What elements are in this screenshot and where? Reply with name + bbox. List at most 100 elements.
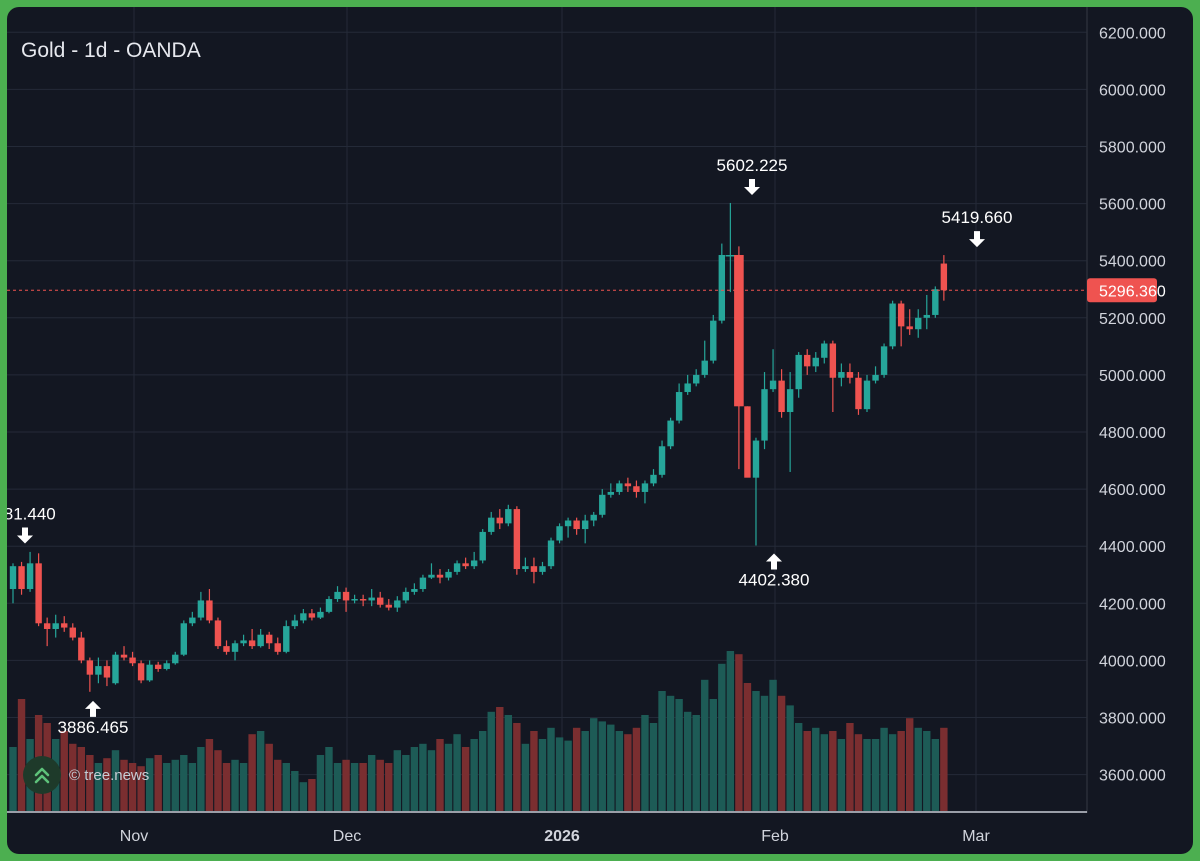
volume-bar xyxy=(274,759,282,811)
candle-body xyxy=(206,600,213,621)
volume-bar xyxy=(282,763,290,811)
volume-bar xyxy=(479,731,487,811)
volume-bar xyxy=(120,759,128,811)
candle-body xyxy=(120,654,128,658)
candle-body xyxy=(197,600,205,618)
candle-body xyxy=(154,664,162,669)
candlestick-chart[interactable]: 6200.000 6000.000 5800.000 5600.000 5400.000… xyxy=(7,7,1193,854)
candle-body xyxy=(513,509,521,570)
candle-body xyxy=(129,657,136,664)
volume-bar xyxy=(137,766,145,811)
volume-bar xyxy=(86,755,94,811)
candle-body xyxy=(641,483,649,492)
candle-body xyxy=(710,320,717,361)
candle-body xyxy=(675,392,683,421)
volume-bar xyxy=(77,747,86,811)
candle-body xyxy=(633,486,640,492)
volume-bar xyxy=(9,747,17,811)
volume-bar xyxy=(171,759,179,811)
volume-bar xyxy=(410,747,419,811)
volume-bar xyxy=(786,705,794,811)
volume-bar xyxy=(906,718,914,811)
candle-body xyxy=(725,254,736,257)
volume-bar xyxy=(248,734,256,811)
candle-body xyxy=(599,494,606,515)
candle-body xyxy=(564,520,572,527)
candle-body xyxy=(385,604,392,608)
time-tick-label: Feb xyxy=(761,828,789,845)
volume-bar xyxy=(461,747,470,811)
volume-bar xyxy=(504,715,513,811)
volume-bar xyxy=(342,759,350,811)
candle-body xyxy=(180,623,187,655)
volume-bar xyxy=(308,779,316,811)
time-tick-label: Mar xyxy=(962,828,990,845)
candle-body xyxy=(52,623,59,629)
volume-bar xyxy=(820,734,828,811)
volume-bar xyxy=(256,731,265,811)
double-chevron-up-icon xyxy=(23,756,61,794)
volume-bar xyxy=(897,731,905,811)
candle-body xyxy=(69,627,76,638)
candle-body xyxy=(43,623,51,629)
price-tick-label: 5200.000 xyxy=(1099,311,1166,328)
candle-body xyxy=(411,589,418,592)
volume-bar xyxy=(188,763,197,811)
volume-bar xyxy=(94,763,103,811)
volume-bar xyxy=(538,739,547,811)
candle-body xyxy=(470,560,478,567)
price-tick-label: 5600.000 xyxy=(1099,197,1166,214)
candle-body xyxy=(889,303,896,347)
volume-bar xyxy=(794,723,803,811)
volume-bar xyxy=(692,715,700,811)
volume-bar xyxy=(914,727,922,811)
annotation-label: 5419.660 xyxy=(942,208,1013,227)
price-tick-label: 5400.000 xyxy=(1099,254,1166,271)
candle-body xyxy=(906,326,913,330)
volume-bar xyxy=(615,731,624,811)
candle-body xyxy=(146,664,153,681)
candle-body xyxy=(189,617,196,624)
candle-body xyxy=(334,591,341,600)
candle-body xyxy=(453,563,461,572)
volume-bar xyxy=(163,763,171,811)
candle-body xyxy=(359,599,367,601)
candle-body xyxy=(769,380,777,390)
volume-bar xyxy=(453,734,461,811)
volume-bar xyxy=(530,731,538,811)
volume-bar xyxy=(197,747,205,811)
volume-bar xyxy=(649,723,658,811)
candle-body xyxy=(616,483,623,492)
time-tick-label: 2026 xyxy=(544,828,580,845)
volume-bar xyxy=(555,737,564,811)
candle-body xyxy=(821,343,828,358)
volume-bar xyxy=(854,734,863,811)
candle-body xyxy=(317,611,324,618)
candle-body xyxy=(462,563,469,567)
volume-bar xyxy=(641,715,649,811)
annotation-label: 5602.225 xyxy=(717,156,788,175)
candle-body xyxy=(829,343,837,378)
volume-bar xyxy=(376,759,384,811)
volume-bar xyxy=(666,695,675,811)
candle-body xyxy=(351,599,358,601)
candle-body xyxy=(9,566,17,590)
candle-body xyxy=(804,354,811,367)
volume-bar xyxy=(231,759,239,811)
candle-body xyxy=(496,517,503,524)
volume-bar xyxy=(419,743,427,811)
candle-body xyxy=(283,626,290,652)
candle-body xyxy=(846,372,854,378)
volume-bar xyxy=(812,727,820,811)
price-tick-label: 4800.000 xyxy=(1099,425,1166,442)
candle-body xyxy=(522,566,529,570)
candle-body xyxy=(291,620,299,627)
volume-bar xyxy=(214,750,222,811)
volume-bar xyxy=(888,734,897,811)
candle-body xyxy=(556,526,563,541)
volume-bar xyxy=(239,763,248,811)
volume-bar xyxy=(923,731,931,811)
arrow-down-icon xyxy=(17,527,33,544)
candle-body xyxy=(650,474,657,484)
volume-bar xyxy=(590,718,598,811)
